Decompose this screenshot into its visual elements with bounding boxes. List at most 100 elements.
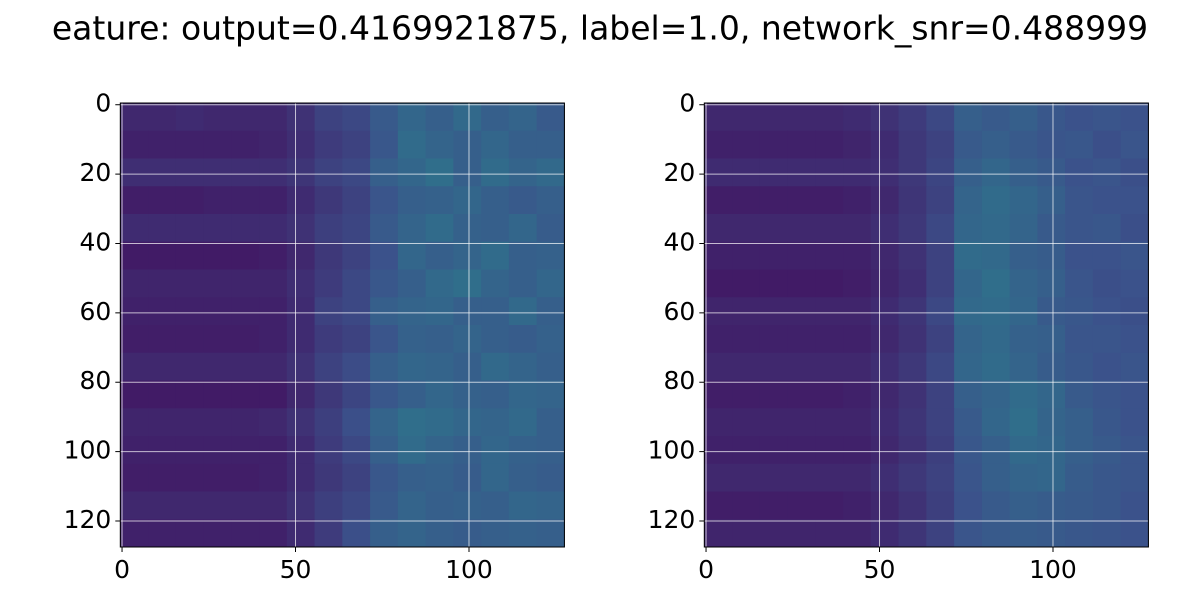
heatmap-cell xyxy=(732,463,761,492)
heatmap-cell xyxy=(425,408,454,437)
heatmap-cell xyxy=(259,491,288,520)
heatmap-cell xyxy=(954,325,983,354)
heatmap-cell xyxy=(397,103,427,132)
heatmap-cell xyxy=(508,241,538,270)
heatmap-cell xyxy=(1065,380,1094,409)
heatmap-cell xyxy=(1037,519,1066,548)
heatmap-cell xyxy=(203,325,232,354)
heatmap-cell xyxy=(370,130,399,159)
heatmap-cell xyxy=(981,352,1011,381)
heatmap-cell xyxy=(481,241,510,270)
heatmap-cell xyxy=(231,241,260,270)
heatmap-cell xyxy=(898,241,927,270)
heatmap-cell xyxy=(536,380,565,409)
heatmap-cell xyxy=(759,352,789,381)
heatmap-cell xyxy=(704,241,733,270)
heatmap-cell xyxy=(397,130,427,159)
heatmap-cell xyxy=(175,491,205,520)
heatmap-cell xyxy=(259,103,288,132)
heatmap-cell xyxy=(1037,103,1066,132)
heatmap-cell xyxy=(954,408,983,437)
heatmap-cell xyxy=(1065,491,1094,520)
heatmap-cell xyxy=(981,325,1011,354)
heatmap-cell xyxy=(508,158,538,187)
heatmap-cell xyxy=(1120,158,1149,187)
y-tick-label: 120 xyxy=(648,505,696,534)
heatmap-cell xyxy=(370,103,399,132)
heatmap-cell xyxy=(981,214,1011,243)
heatmap-cell xyxy=(259,408,288,437)
heatmap-cell xyxy=(481,103,510,132)
heatmap-cell xyxy=(453,241,482,270)
heatmap-cell xyxy=(1037,463,1066,492)
heatmap-cell xyxy=(954,130,983,159)
heatmap-cell xyxy=(1009,269,1038,298)
heatmap-cell xyxy=(815,408,844,437)
heatmap-cell xyxy=(926,519,955,548)
heatmap-cell xyxy=(787,408,816,437)
y-tick-label: 80 xyxy=(79,366,111,395)
heatmap-cell xyxy=(759,297,789,326)
heatmap-cell xyxy=(981,463,1011,492)
heatmap-cell xyxy=(1120,436,1149,465)
heatmap-cell xyxy=(843,408,872,437)
heatmap-cell xyxy=(1120,408,1149,437)
heatmap-cell xyxy=(286,214,316,243)
heatmap-cell xyxy=(508,436,538,465)
heatmap-cell xyxy=(453,380,482,409)
heatmap-cell xyxy=(815,325,844,354)
heatmap-cell xyxy=(120,380,149,409)
heatmap-cell xyxy=(704,186,733,215)
heatmap-cell xyxy=(453,130,482,159)
heatmap-cell xyxy=(175,352,205,381)
heatmap-cell xyxy=(954,352,983,381)
heatmap-cell xyxy=(1092,325,1122,354)
heatmap-cell xyxy=(425,130,454,159)
heatmap-cell xyxy=(1092,463,1122,492)
heatmap-cell xyxy=(314,352,343,381)
heatmap-cell xyxy=(231,297,260,326)
heatmap-cell xyxy=(1065,436,1094,465)
heatmap-cell xyxy=(203,214,232,243)
heatmap-cell xyxy=(231,269,260,298)
heatmap-cell xyxy=(148,214,177,243)
heatmap-cell xyxy=(870,491,900,520)
heatmap-cell xyxy=(314,214,343,243)
heatmap-cell xyxy=(203,269,232,298)
heatmap-cell xyxy=(815,297,844,326)
heatmap-cell xyxy=(314,519,343,548)
heatmap-cell xyxy=(787,325,816,354)
heatmap-cell xyxy=(259,269,288,298)
heatmap-cell xyxy=(342,269,371,298)
heatmap-cell xyxy=(397,158,427,187)
heatmap-cell xyxy=(1009,519,1038,548)
heatmap-cell xyxy=(732,103,761,132)
heatmap-cell xyxy=(342,436,371,465)
heatmap-cell xyxy=(1092,130,1122,159)
heatmap-cell xyxy=(1120,491,1149,520)
heatmap-cell xyxy=(843,297,872,326)
heatmap-cell xyxy=(981,158,1011,187)
heatmap-cell xyxy=(926,214,955,243)
heatmap-cell xyxy=(508,297,538,326)
heatmap-cell xyxy=(148,519,177,548)
heatmap-cell xyxy=(1037,158,1066,187)
heatmap-cell xyxy=(370,491,399,520)
heatmap-cell xyxy=(175,436,205,465)
heatmap-cell xyxy=(815,103,844,132)
heatmap-cell xyxy=(342,491,371,520)
heatmap-cell xyxy=(898,186,927,215)
heatmap-cell xyxy=(1009,380,1038,409)
heatmap-cell xyxy=(425,297,454,326)
heatmap-cell xyxy=(508,325,538,354)
heatmap-cell xyxy=(981,269,1011,298)
y-tick-label: 60 xyxy=(663,297,695,326)
heatmap-cell xyxy=(175,519,205,548)
heatmap-cell xyxy=(370,519,399,548)
heatmap-cell xyxy=(481,325,510,354)
heatmap-cell xyxy=(286,158,316,187)
heatmap-cell xyxy=(536,130,565,159)
heatmap-cell xyxy=(286,463,316,492)
heatmap-cell xyxy=(954,436,983,465)
heatmap-cell xyxy=(175,103,205,132)
